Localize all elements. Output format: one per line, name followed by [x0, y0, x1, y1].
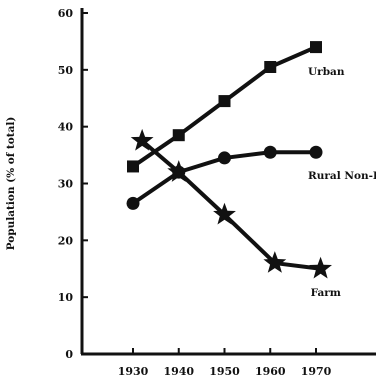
series-label-farm: Farm: [311, 287, 341, 299]
data-point-star: [130, 128, 154, 151]
y-tick-label: 60: [58, 7, 74, 20]
x-tick-label: 1970: [301, 365, 332, 378]
data-point-star: [263, 251, 287, 273]
data-point-square: [127, 160, 139, 173]
data-point-square: [218, 95, 231, 108]
series-rural-non-farm: Rural Non-Farm: [126, 145, 376, 210]
series-label-urban: Urban: [308, 66, 345, 78]
y-tick-label: 20: [58, 234, 74, 247]
x-axis: 1930 1940 1950 1960 1970: [81, 348, 376, 378]
series-urban: Urban: [127, 41, 345, 173]
series-layer: Urban Rural Non-Farm Farm: [126, 41, 376, 299]
y-axis: 0 10 20 30 40 50 60 Population (% of total): [5, 7, 88, 361]
y-tick-label: 10: [58, 291, 74, 304]
data-point-square: [172, 129, 185, 142]
y-tick-label: 50: [58, 64, 74, 77]
data-point-square: [264, 60, 277, 73]
y-tick-label: 40: [58, 121, 74, 134]
data-point-circle: [218, 151, 231, 165]
series-farm: Farm: [130, 128, 341, 299]
series-label-rural-non-farm: Rural Non-Farm: [308, 170, 376, 182]
x-tick-label: 1940: [163, 365, 194, 378]
x-tick-label: 1930: [118, 365, 149, 378]
data-point-star: [213, 202, 236, 225]
x-tick-label: 1960: [255, 365, 286, 378]
series-line-farm: [140, 139, 321, 271]
y-axis-title: Population (% of total): [5, 117, 17, 251]
y-tick-label: 0: [65, 348, 73, 361]
y-tick-label: 30: [58, 178, 74, 191]
x-tick-label: 1950: [209, 365, 240, 378]
data-point-circle: [309, 145, 323, 159]
data-point-circle: [126, 196, 140, 210]
data-point-star: [309, 256, 332, 279]
data-point-square: [310, 41, 322, 54]
data-point-star: [167, 160, 191, 182]
data-point-circle: [263, 145, 277, 159]
